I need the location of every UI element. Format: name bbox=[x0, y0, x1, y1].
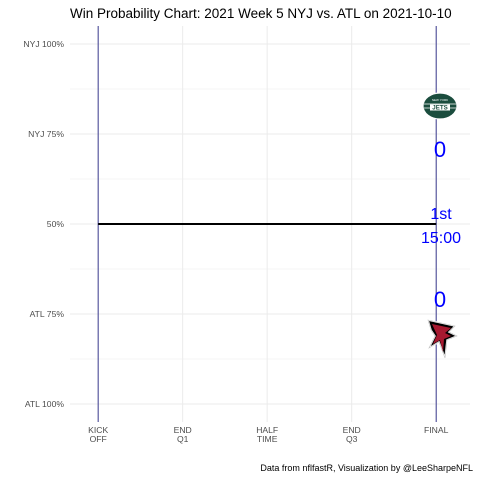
y-tick-label: ATL 100% bbox=[25, 399, 65, 409]
y-tick-label: ATL 75% bbox=[30, 309, 65, 319]
x-tick-label: KICK bbox=[88, 425, 108, 435]
y-tick-label: NYJ 75% bbox=[28, 129, 64, 139]
game-quarter: 1st bbox=[430, 206, 452, 223]
falcons-logo bbox=[426, 318, 459, 359]
chart-caption: Data from nflfastR, Visualization by @Le… bbox=[260, 463, 473, 473]
y-tick-label: NYJ 100% bbox=[23, 39, 64, 49]
home-score: 0 bbox=[434, 137, 446, 162]
x-tick-label: Q1 bbox=[177, 434, 189, 444]
game-clock: 15:00 bbox=[421, 230, 461, 247]
y-tick-label: 50% bbox=[47, 219, 65, 229]
jets-logo: JETS NEW YORK bbox=[422, 92, 458, 120]
chart-title: Win Probability Chart: 2021 Week 5 NYJ v… bbox=[70, 6, 452, 21]
away-score: 0 bbox=[434, 287, 446, 312]
x-tick-label: TIME bbox=[257, 434, 278, 444]
svg-text:JETS: JETS bbox=[432, 105, 447, 112]
x-tick-label: END bbox=[174, 425, 192, 435]
x-tick-label: OFF bbox=[90, 434, 107, 444]
y-axis-tick-labels: NYJ 100% NYJ 75% 50% ATL 75% ATL 100% bbox=[23, 39, 64, 409]
svg-text:NEW YORK: NEW YORK bbox=[432, 98, 448, 102]
x-tick-label: HALF bbox=[256, 425, 278, 435]
x-tick-label: Q3 bbox=[346, 434, 358, 444]
x-tick-label: END bbox=[343, 425, 361, 435]
x-tick-label: FINAL bbox=[424, 425, 449, 435]
